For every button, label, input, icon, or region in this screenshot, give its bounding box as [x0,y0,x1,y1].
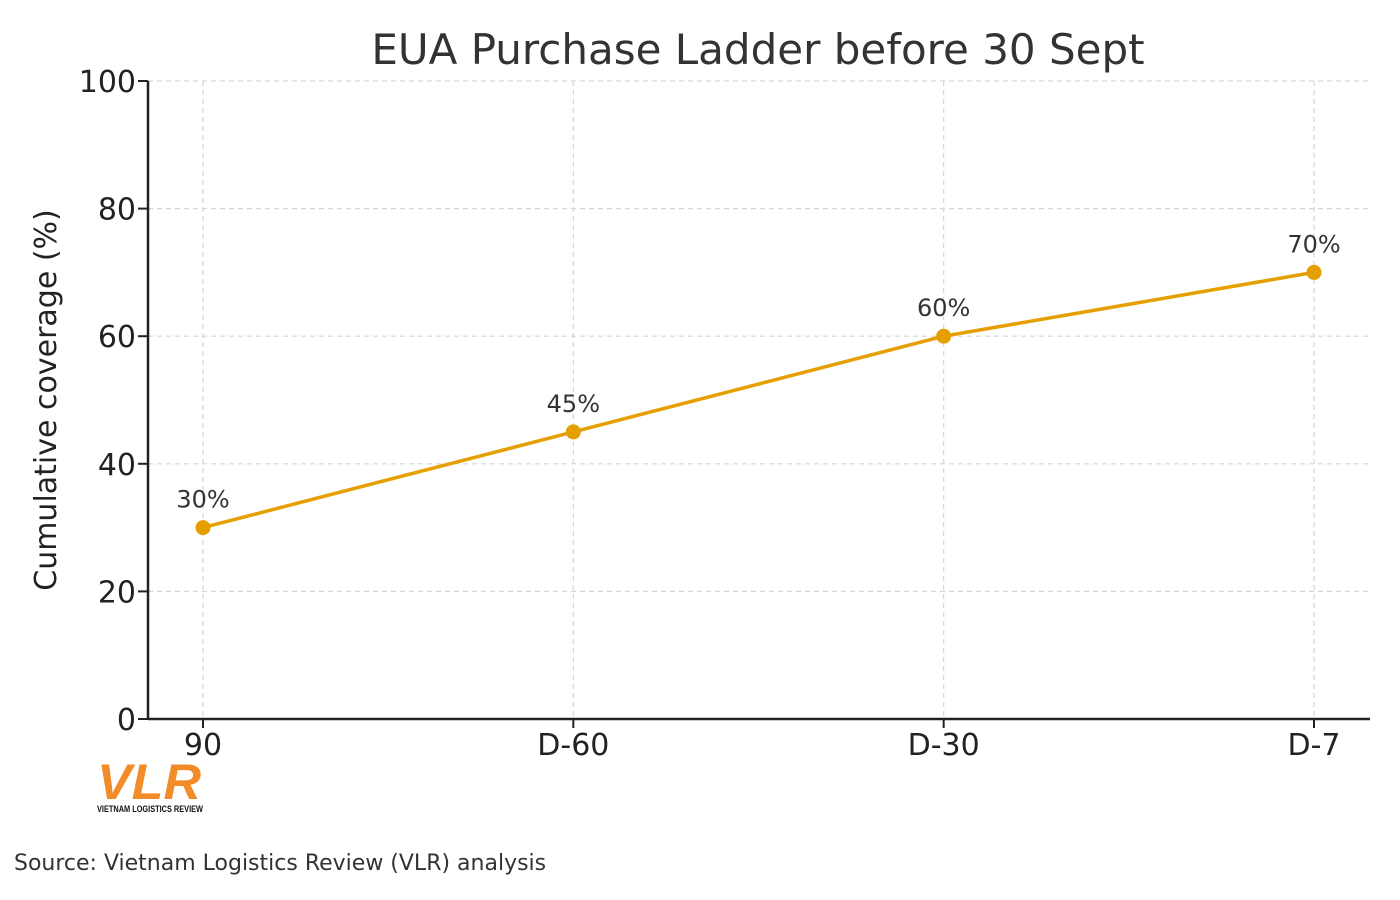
data-label: 70% [1287,230,1340,258]
x-tick-label: D-60 [537,728,609,763]
data-point [195,520,211,536]
logo-wordmark: VLR [97,757,201,810]
y-tick-label: 20 [98,575,136,610]
logo-subtitle: VIETNAM LOGISTICS REVIEW [97,804,203,814]
data-label: 60% [917,294,970,322]
series-line [202,270,1315,530]
y-axis-label: Cumulative coverage (%) [29,209,64,591]
y-tick-label: 40 [98,448,136,483]
data-label: 45% [547,390,600,418]
data-point [565,424,581,440]
y-tick-label: 80 [98,193,136,228]
x-tick-label: 90 [184,728,222,763]
x-tick-label: D-30 [908,728,980,763]
data-point [936,328,952,344]
chart-title: EUA Purchase Ladder before 30 Sept [371,25,1144,74]
y-tick-label: 100 [79,65,136,100]
data-point [1306,264,1322,280]
y-tick-label: 0 [117,703,136,738]
data-label: 30% [176,486,229,514]
source-note: Source: Vietnam Logistics Review (VLR) a… [14,851,547,876]
x-tick-label: D-7 [1287,728,1340,763]
y-tick-label: 60 [98,320,136,355]
vlr-logo: VLR VIETNAM LOGISTICS REVIEW [97,754,207,817]
